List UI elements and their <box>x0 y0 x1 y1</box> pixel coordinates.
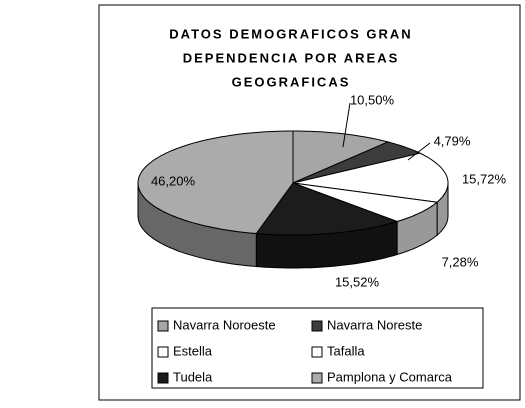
legend-swatch <box>157 346 169 358</box>
data-label: 15,72% <box>462 171 507 186</box>
legend-label: Estella <box>173 343 213 358</box>
slice <box>292 141 422 184</box>
slice <box>255 182 399 236</box>
leader-line <box>407 142 431 161</box>
legend-label: Navarra Noroeste <box>173 317 276 332</box>
data-label: 4,79% <box>434 133 471 148</box>
legend-label: Tafalla <box>327 343 365 358</box>
legend-swatch <box>311 346 323 358</box>
slice <box>292 152 449 203</box>
legend-swatch <box>157 372 169 384</box>
data-label: 15,52% <box>335 274 380 289</box>
leader-line <box>342 102 351 148</box>
data-label: 10,50% <box>350 92 395 107</box>
chart-title: GEOGRAFICAS <box>232 74 351 89</box>
legend-label: Navarra Noreste <box>327 317 422 332</box>
legend-swatch <box>311 372 323 384</box>
data-label: 46,20% <box>151 173 196 188</box>
chart-title: DATOS DEMOGRAFICOS GRAN <box>169 26 412 41</box>
legend-swatch <box>311 320 323 332</box>
legend-label: Pamplona y Comarca <box>327 369 453 384</box>
legend-label: Tudela <box>173 369 213 384</box>
slice <box>137 130 294 235</box>
legend-swatch <box>157 320 169 332</box>
chart-title: DEPENDENCIA POR AREAS <box>183 50 400 65</box>
data-label: 7,28% <box>442 254 479 269</box>
slice <box>292 182 439 223</box>
slice <box>292 130 390 184</box>
